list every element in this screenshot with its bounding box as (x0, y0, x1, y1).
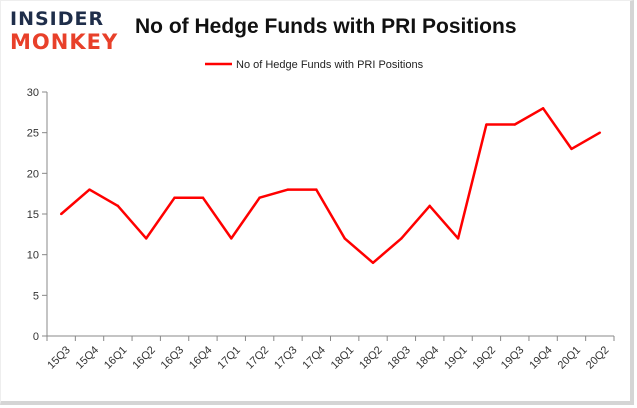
x-tick-label: 20Q1 (556, 344, 584, 372)
x-tick-label: 16Q3 (159, 344, 187, 372)
x-tick-label: 20Q2 (584, 344, 612, 372)
y-tick-label: 25 (27, 128, 39, 140)
data-point (598, 131, 602, 134)
y-tick-label: 30 (27, 87, 39, 99)
x-tick-label: 16Q2 (130, 344, 158, 372)
chart-title: No of Hedge Funds with PRI Positions (135, 15, 517, 38)
x-tick-label: 18Q4 (414, 344, 442, 372)
data-point (59, 212, 63, 216)
x-tick-label: 18Q3 (385, 344, 413, 372)
data-point (541, 107, 545, 110)
x-tick-label: 19Q1 (442, 344, 470, 372)
data-point (230, 237, 233, 240)
logo-line-1: INSIDER (10, 8, 105, 30)
series-layer (59, 107, 602, 265)
y-tick-label: 5 (33, 290, 39, 302)
x-tick-label: 17Q4 (300, 344, 328, 372)
y-tick-label: 10 (27, 250, 39, 262)
logo-line-2: MONKEY (10, 30, 119, 54)
data-point (88, 188, 91, 191)
x-tick-label: 19Q3 (499, 344, 527, 372)
x-tick-label: 18Q1 (329, 344, 357, 372)
data-point (513, 123, 516, 126)
data-point (201, 196, 205, 199)
data-point (173, 196, 176, 199)
insider-monkey-logo: INSIDER MONKEY (10, 8, 122, 54)
x-tick-label: 17Q2 (244, 344, 272, 372)
legend: No of Hedge Funds with PRI Positions (205, 59, 424, 71)
x-tick-label: 18Q2 (357, 344, 385, 372)
axes: 0 5 10 15 20 25 30 15Q3 15Q4 16Q1 16Q2 16Q3 16Q4 17Q1… (27, 87, 615, 372)
data-point (315, 188, 318, 191)
data-point (116, 204, 120, 208)
x-tick-label: 19Q2 (471, 344, 499, 372)
x-tick-label: 17Q3 (272, 344, 300, 372)
data-point (400, 237, 403, 240)
y-tick-label: 15 (27, 209, 39, 221)
y-tick-label: 0 (33, 331, 39, 343)
data-point (343, 237, 346, 240)
x-tick-label: 16Q4 (187, 344, 215, 372)
data-point (258, 196, 261, 199)
x-tick-label: 19Q4 (527, 344, 555, 372)
x-tick-label: 17Q1 (215, 344, 243, 372)
x-tick-label: 15Q4 (74, 344, 102, 372)
data-point (371, 261, 375, 264)
x-tick-label: 16Q1 (102, 344, 130, 372)
data-point (428, 204, 431, 208)
y-tick-label: 20 (27, 168, 39, 180)
data-point (570, 147, 573, 151)
data-point (456, 237, 460, 240)
data-point (485, 123, 488, 126)
data-point (286, 188, 290, 191)
series-line (60, 107, 601, 265)
legend-label: No of Hedge Funds with PRI Positions (236, 59, 424, 71)
x-tick-label: 15Q3 (45, 344, 73, 372)
data-point (145, 237, 148, 240)
